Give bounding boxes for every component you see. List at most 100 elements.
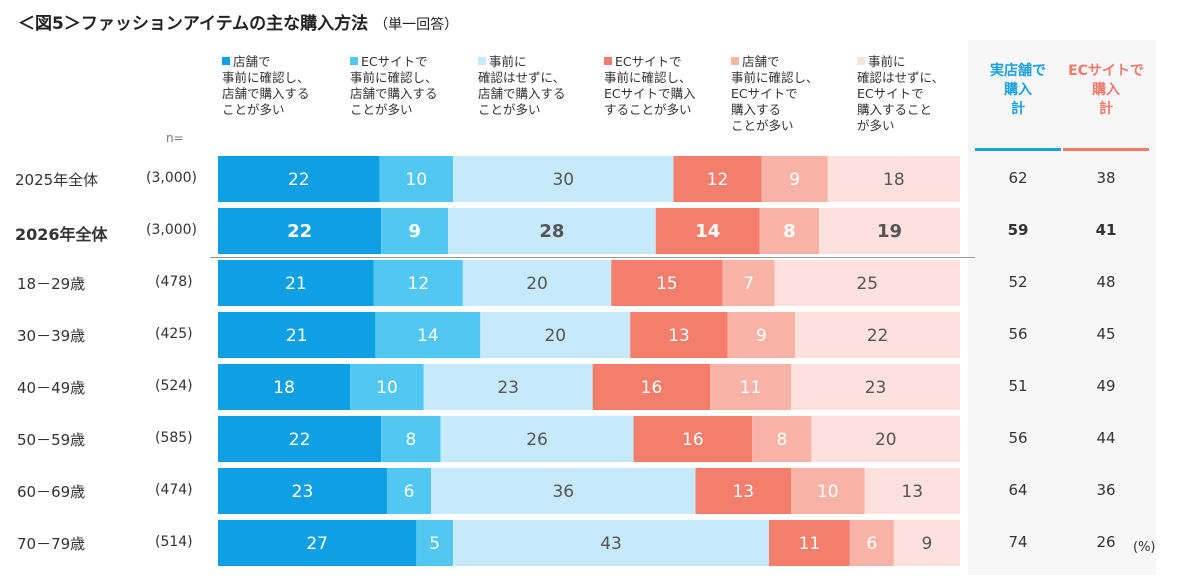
row-label: 60－69歳 xyxy=(17,483,86,501)
store-total-value: 52 xyxy=(1008,273,1028,291)
bar-segment xyxy=(811,416,960,462)
bar-segment xyxy=(373,260,463,306)
store-total-value: 51 xyxy=(1008,377,1028,395)
bar-value-label: 21 xyxy=(285,274,307,294)
legend-swatch xyxy=(857,57,865,65)
bar-segment xyxy=(759,208,820,254)
bar-value-label: 11 xyxy=(740,378,762,398)
bar-value-label: 7 xyxy=(743,274,754,294)
chart-title: ＜図5＞ファッションアイテムの主な購入方法 （単一回答） xyxy=(18,9,458,34)
row-label: 40－49歳 xyxy=(17,379,86,397)
bar-value-label: 9 xyxy=(789,170,800,190)
legend-item-1: 店舗で 事前に確認し、 店舗で購入する ことが多い xyxy=(222,54,310,118)
bar-segment xyxy=(218,468,387,514)
bar-segment xyxy=(630,312,728,358)
bar-segment xyxy=(819,208,960,254)
bar-value-label: 15 xyxy=(656,274,678,294)
bar-segment xyxy=(827,156,960,202)
bar-segment xyxy=(218,260,374,306)
legend-label: 事前に 確認はせずに、 ECサイトで 購入すること が多い xyxy=(857,54,945,133)
bar-segment xyxy=(791,364,960,410)
bar-segment xyxy=(381,416,441,462)
bar-segment xyxy=(633,416,753,462)
bar-segment xyxy=(673,156,762,202)
bar-segment xyxy=(218,312,376,358)
bar-segment xyxy=(592,364,711,410)
bar-value-label: 22 xyxy=(288,170,310,190)
bar-value-label: 10 xyxy=(817,482,839,502)
row-label: 30－39歳 xyxy=(17,327,86,345)
bar-segment xyxy=(795,312,960,358)
legend-item-2: ECサイトで 事前に確認し、 店舗で購入する ことが多い xyxy=(350,54,438,118)
store-total-value: 74 xyxy=(1008,533,1028,551)
bar-value-label: 22 xyxy=(867,326,889,346)
bar-segment xyxy=(453,520,769,566)
bar-segment xyxy=(611,260,723,306)
legend-item-6: 事前に 確認はせずに、 ECサイトで 購入すること が多い xyxy=(857,54,944,134)
group-divider xyxy=(210,257,975,258)
bar-value-label: 25 xyxy=(856,274,878,294)
row-sample-size: (585) xyxy=(155,430,193,446)
bar-segment xyxy=(375,312,481,358)
bar-value-label: 10 xyxy=(376,378,398,398)
bar-value-label: 12 xyxy=(408,274,430,294)
store-total-value: 59 xyxy=(1007,221,1029,239)
bar-value-label: 23 xyxy=(292,482,314,502)
chart-title-text: ＜図5＞ファッションアイテムの主な購入方法 xyxy=(18,14,369,34)
row-label: 70－79歳 xyxy=(17,535,86,553)
bar-value-label: 23 xyxy=(865,378,887,398)
bar-value-label: 12 xyxy=(707,170,729,190)
bar-value-label: 43 xyxy=(600,534,622,554)
bar-value-label: 26 xyxy=(526,430,548,450)
legend-label: ECサイトで 事前に確認し、 店舗で購入する ことが多い xyxy=(350,54,438,117)
bar-segment xyxy=(218,208,382,254)
legend-swatch xyxy=(478,57,486,65)
bar-value-label: 8 xyxy=(777,430,788,450)
bar-value-label: 36 xyxy=(552,482,574,502)
ec-total-header: ECサイトで 購入 計 xyxy=(1068,63,1144,117)
bar-segment xyxy=(218,156,380,202)
bar-segment xyxy=(864,468,960,514)
legend-swatch xyxy=(731,57,739,65)
bar-segment xyxy=(350,364,424,410)
bar-value-label: 16 xyxy=(641,378,663,398)
bar-segment xyxy=(655,208,760,254)
bar-segment xyxy=(431,468,696,514)
legend-label: ECサイトで 事前に確認し、 ECサイトで購入 することが多い xyxy=(604,54,696,117)
bar-value-label: 20 xyxy=(526,274,548,294)
bar-segment xyxy=(791,468,865,514)
bar-value-label: 9 xyxy=(922,534,933,554)
unit-label: (%) xyxy=(1133,540,1156,555)
bar-segment xyxy=(423,364,593,410)
bar-value-label: 8 xyxy=(783,221,796,242)
bar-segment xyxy=(695,468,792,514)
bar-value-label: 21 xyxy=(286,326,308,346)
bar-value-label: 23 xyxy=(497,378,519,398)
ec-total-value: 48 xyxy=(1096,273,1116,291)
row-sample-size: (514) xyxy=(155,534,193,550)
bar-segment xyxy=(416,520,454,566)
row-sample-size: (3,000) xyxy=(146,170,198,186)
bar-segment xyxy=(448,208,656,254)
legend-swatch xyxy=(604,57,612,65)
bar-value-label: 20 xyxy=(544,326,566,346)
row-label: 2025年全体 xyxy=(15,171,99,189)
ec-total-value: 44 xyxy=(1096,429,1116,447)
bar-value-label: 14 xyxy=(417,326,439,346)
row-sample-size: (3,000) xyxy=(146,222,198,238)
bar-value-label: 18 xyxy=(273,378,295,398)
bar-segment xyxy=(453,156,674,202)
bar-value-label: 30 xyxy=(552,170,574,190)
bar-segment xyxy=(218,416,382,462)
bar-value-label: 14 xyxy=(695,221,720,242)
ec-total-value: 45 xyxy=(1096,325,1116,343)
row-sample-size: (425) xyxy=(155,326,193,342)
row-label: 50－59歳 xyxy=(17,431,86,449)
bar-value-label: 13 xyxy=(732,482,754,502)
store-total-value: 56 xyxy=(1008,325,1028,343)
bar-segment xyxy=(710,364,792,410)
ec-total-value: 49 xyxy=(1096,377,1116,395)
bar-segment xyxy=(727,312,796,358)
